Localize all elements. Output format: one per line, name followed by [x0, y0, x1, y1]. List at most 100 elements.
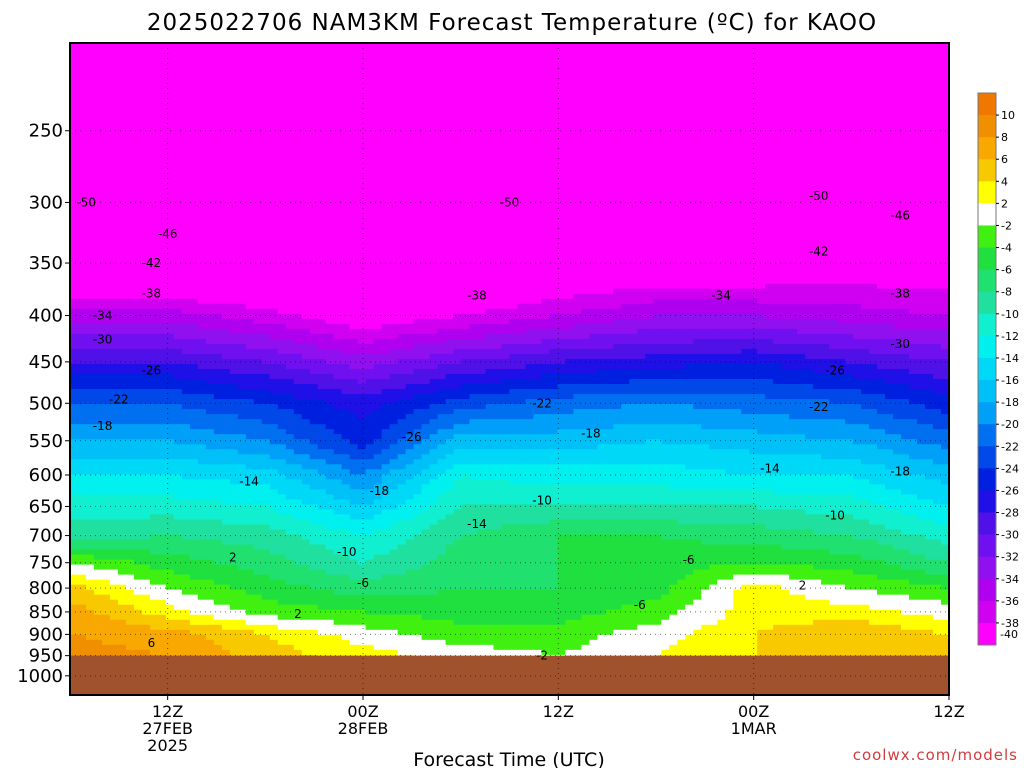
- colorbar-label: 2: [1001, 197, 1008, 210]
- chart-title: 2025022706 NAM3KM Forecast Temperature (…: [147, 10, 877, 36]
- colorbar-label: -20: [1001, 418, 1019, 431]
- x-tick-label: 2025: [147, 736, 188, 755]
- contour-label: 6: [148, 636, 156, 650]
- x-tick-label: 12Z: [933, 702, 964, 721]
- colorbar-swatch: [978, 468, 996, 491]
- colorbar-label: -8: [1001, 286, 1012, 299]
- y-tick-label: 650: [29, 496, 63, 517]
- contour-label: -30: [93, 332, 113, 346]
- x-tick-label: 00Z: [738, 702, 769, 721]
- contour-label: 2: [799, 579, 807, 593]
- y-tick-label: 1000: [17, 666, 63, 687]
- colorbar-swatch: [978, 534, 996, 558]
- contour-label: -14: [760, 461, 780, 475]
- colorbar-label: 4: [1001, 175, 1008, 188]
- colorbar-swatch: [978, 203, 996, 226]
- colorbar-swatch: [978, 313, 996, 337]
- colorbar-swatch: [978, 247, 996, 271]
- colorbar-label: -24: [1001, 462, 1019, 475]
- contour-label: -6: [634, 598, 646, 612]
- colorbar-label: -34: [1001, 573, 1019, 586]
- contour-label: -18: [890, 465, 910, 479]
- y-axis: 2503003504004505005506006507007508008509…: [17, 121, 70, 687]
- x-tick-label: 12Z: [543, 702, 574, 721]
- y-tick-label: 750: [29, 553, 63, 574]
- x-axis-title: Forecast Time (UTC): [413, 749, 604, 768]
- colorbar-swatch: [978, 424, 996, 447]
- colorbar-swatch: [978, 335, 996, 359]
- colorbar-swatch: [978, 446, 996, 469]
- ground-fill: [70, 655, 949, 695]
- contour-label: -10: [825, 508, 845, 522]
- colorbar-frame: [977, 92, 997, 646]
- contour-label: 2: [294, 607, 302, 621]
- colorbar-label: -30: [1001, 529, 1019, 542]
- colorbar-label: -4: [1001, 242, 1012, 255]
- y-tick-label: 950: [29, 646, 63, 667]
- contour-label: -6: [357, 576, 369, 590]
- contour-label: -34: [711, 288, 731, 302]
- colorbar-swatch: [978, 578, 996, 602]
- contour-label: -26: [402, 430, 422, 444]
- contour-label: -38: [467, 288, 487, 302]
- y-tick-label: 300: [29, 192, 63, 213]
- contour-label: -50: [76, 195, 96, 209]
- colorbar-label: 10: [1001, 109, 1015, 122]
- colorbar-label: -28: [1001, 507, 1019, 520]
- colorbar-swatch: [978, 181, 996, 204]
- x-tick-label: 27FEB: [142, 719, 193, 738]
- contour-label: -26: [825, 363, 845, 377]
- colorbar-label: -18: [1001, 396, 1019, 409]
- contour-label: -2: [536, 649, 548, 663]
- contour-label: -34: [93, 309, 113, 323]
- colorbar-swatch: [978, 490, 996, 514]
- colorbar-swatch: [978, 512, 996, 536]
- colorbar-swatch: [978, 380, 996, 403]
- y-tick-label: 600: [29, 465, 63, 486]
- x-tick-label: 1MAR: [731, 719, 777, 738]
- y-tick-label: 850: [29, 602, 63, 623]
- colorbar: 10 8 6 4 2 -2 -4 -6 -8 -10 -12 -14 -16 -18 -20 -22 -24 -2…: [977, 92, 1019, 646]
- contour-label: -50: [500, 195, 520, 209]
- colorbar-swatch: [978, 159, 996, 182]
- contour-labels: -50 -46 -42 -38 -34 -30 -26 -2 2 -18 -14 -10 -6 2 2 6 -2…: [76, 189, 910, 663]
- contour-label: -42: [809, 245, 829, 259]
- x-tick-label: 12Z: [152, 702, 183, 721]
- y-tick-label: 350: [29, 253, 63, 274]
- colorbar-swatch: [978, 269, 996, 293]
- y-tick-label: 400: [29, 306, 63, 327]
- colorbar-label: -16: [1001, 374, 1019, 387]
- contour-label: -14: [239, 474, 259, 488]
- colorbar-label: 6: [1001, 153, 1008, 166]
- y-tick-label: 500: [29, 393, 63, 414]
- contour-label: 2: [229, 550, 237, 564]
- colorbar-swatch: [978, 93, 996, 116]
- temperature-field: [70, 43, 950, 696]
- colorbar-swatch: [978, 115, 996, 138]
- colorbar-label: 8: [1001, 131, 1008, 144]
- contour-label: -30: [890, 337, 910, 351]
- colorbar-label: -12: [1001, 330, 1019, 343]
- colorbar-label: -6: [1001, 264, 1012, 277]
- plot-frame: [69, 42, 950, 696]
- colorbar-swatch: [978, 225, 996, 249]
- y-tick-label: 450: [29, 352, 63, 373]
- y-tick-label: 550: [29, 431, 63, 452]
- contour-label: -38: [142, 286, 162, 300]
- y-tick-label: 800: [29, 578, 63, 599]
- colorbar-swatch: [978, 622, 996, 646]
- y-tick-label: 900: [29, 624, 63, 645]
- colorbar-label: -2: [1001, 219, 1012, 232]
- colorbar-swatch: [978, 357, 996, 381]
- colorbar-label: -14: [1001, 352, 1019, 365]
- contour-label: -10: [337, 545, 357, 559]
- y-tick-label: 700: [29, 526, 63, 547]
- contour-label: -18: [369, 484, 389, 498]
- colorbar-label: -22: [1001, 440, 1019, 453]
- contour-label: -38: [890, 286, 910, 300]
- colorbar-label: -38: [1001, 617, 1019, 630]
- contour-label: -46: [158, 227, 178, 241]
- x-tick-label: 28FEB: [338, 719, 389, 738]
